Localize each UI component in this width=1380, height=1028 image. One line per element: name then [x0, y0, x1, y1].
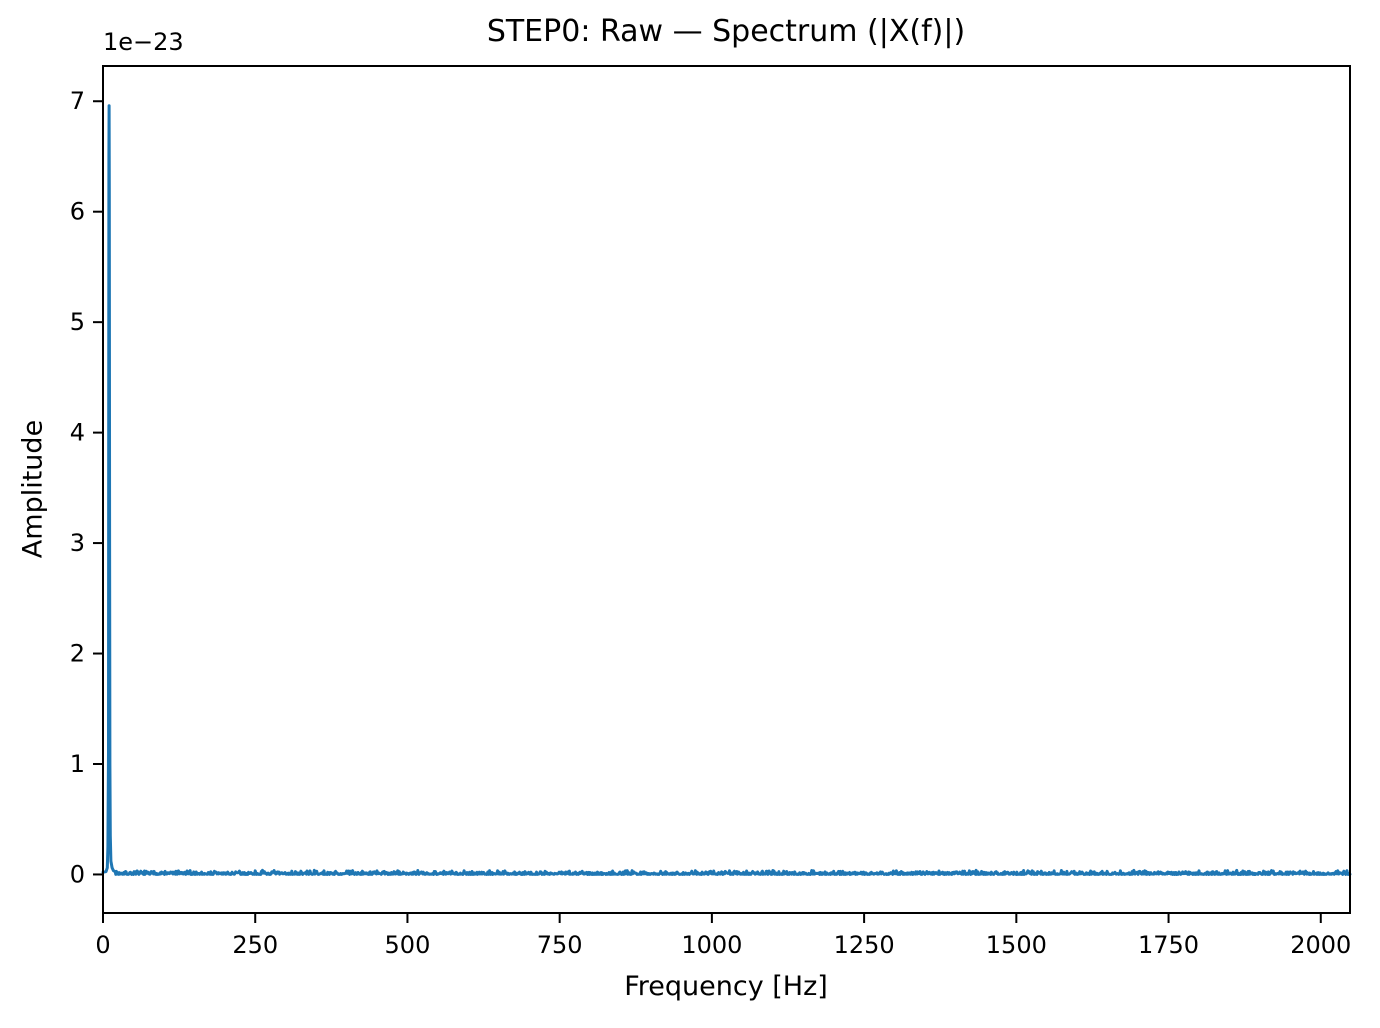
spectrum-line — [101, 104, 1352, 876]
axes-spines — [102, 65, 1351, 914]
x-tick-label: 1000 — [681, 931, 742, 959]
y-tick-label: 5 — [70, 308, 85, 336]
x-tick-label: 1500 — [986, 931, 1047, 959]
x-tick-label: 2000 — [1290, 931, 1351, 959]
x-tick-label: 500 — [385, 931, 431, 959]
y-tick-label: 7 — [70, 87, 85, 115]
x-tick-label: 1250 — [834, 931, 895, 959]
chart-title: STEP0: Raw — Spectrum (|X(f)|) — [486, 14, 966, 49]
y-tick-label: 4 — [70, 419, 85, 447]
y-tick-label: 3 — [70, 529, 85, 557]
y-axis-offset-text: 1e−23 — [103, 28, 184, 56]
x-tick-label: 0 — [95, 931, 110, 959]
y-tick-label: 6 — [70, 198, 85, 226]
x-tick-label: 1750 — [1138, 931, 1199, 959]
x-axis-label: Frequency [Hz] — [624, 971, 828, 1002]
y-tick-label: 2 — [70, 640, 85, 668]
y-tick-label: 1 — [70, 750, 85, 778]
x-tick-label: 250 — [232, 931, 278, 959]
x-tick-label: 750 — [537, 931, 583, 959]
y-tick-label: 0 — [70, 860, 85, 888]
